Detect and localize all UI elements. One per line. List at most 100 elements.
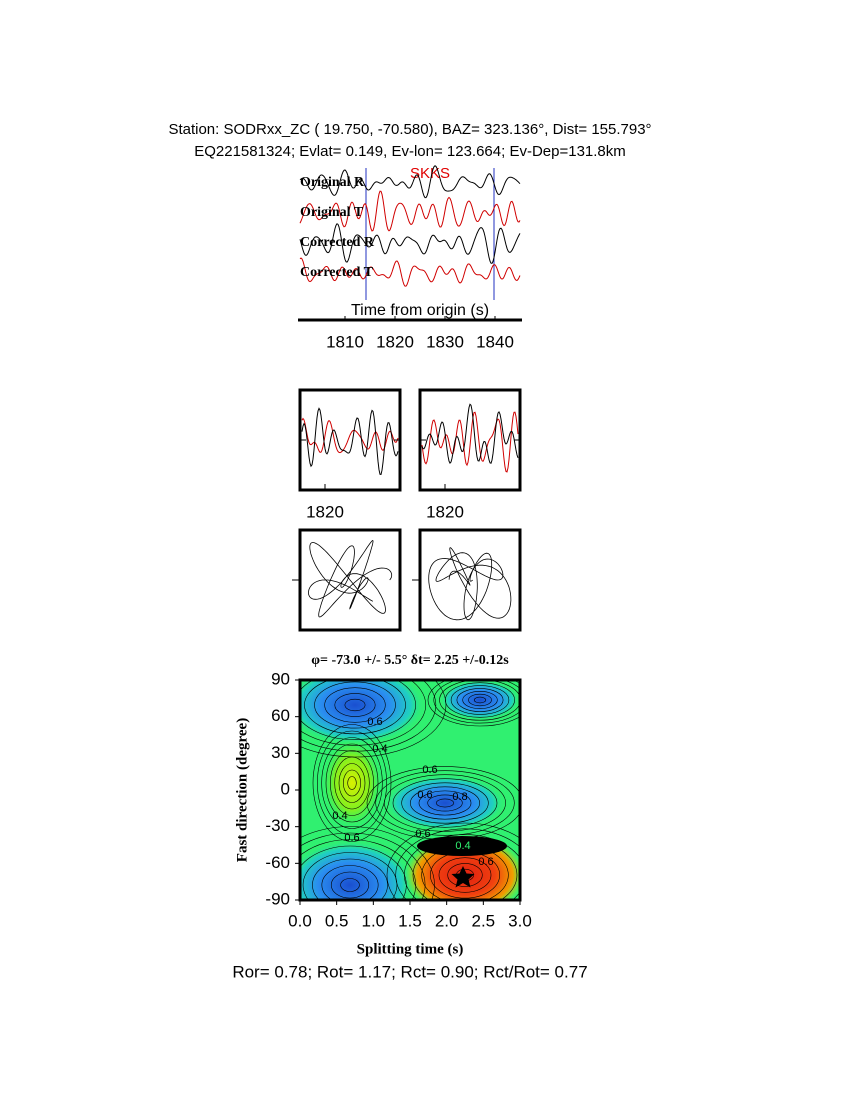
- contour: [473, 696, 487, 704]
- grid-title: φ= -73.0 +/- 5.5° δt= 2.25 +/-0.12s: [311, 653, 509, 668]
- x-tick-label: 1810: [326, 332, 364, 351]
- contour: [392, 778, 498, 828]
- x-tick-label: 1820: [426, 502, 464, 521]
- contour: [300, 845, 407, 900]
- contour: [334, 756, 370, 810]
- contour: [395, 828, 520, 900]
- waveform: [301, 417, 399, 454]
- contour: [344, 698, 366, 712]
- x-tick-label: 0.5: [325, 911, 349, 930]
- contour: [418, 790, 472, 816]
- contour: [317, 730, 387, 836]
- waveform: [301, 407, 399, 475]
- particle-motion: [308, 540, 393, 618]
- contour: [438, 857, 492, 893]
- y-axis-title: Fast direction (degree): [234, 718, 250, 862]
- contour: [325, 743, 379, 823]
- y-tick-label: -60: [265, 853, 290, 872]
- contour: [445, 682, 515, 718]
- x-tick-label: 1840: [476, 332, 514, 351]
- contour: [304, 680, 406, 735]
- x-tick-label: 1.0: [362, 911, 386, 930]
- contour: [312, 724, 392, 842]
- contour: [366, 766, 520, 840]
- contour-label: 0.4: [455, 840, 470, 852]
- trace-label: Original T: [300, 205, 364, 220]
- x-tick-label: 1830: [426, 332, 464, 351]
- contour: [340, 878, 360, 892]
- waveform: [299, 223, 521, 264]
- y-tick-label: 30: [271, 743, 290, 762]
- contour: [433, 680, 520, 724]
- contour: [347, 776, 357, 790]
- waveform: [421, 411, 519, 473]
- x-axis-title: Splitting time (s): [357, 941, 464, 957]
- contour: [430, 851, 500, 899]
- contour: [300, 832, 426, 900]
- contour: [300, 839, 417, 900]
- contour: [330, 750, 374, 816]
- x-tick-label: 1.5: [398, 911, 422, 930]
- contour: [436, 798, 454, 808]
- waveform: [299, 165, 521, 199]
- footer: Ror= 0.78; Rot= 1.17; Rct= 0.90; Rct/Rot…: [232, 962, 587, 981]
- contour: [343, 769, 361, 797]
- contour: [447, 863, 483, 887]
- x-tick-label: 0.0: [288, 911, 312, 930]
- contour: [324, 687, 386, 723]
- contour: [314, 681, 396, 729]
- contour: [386, 822, 520, 900]
- trace-label: Corrected T: [300, 265, 374, 280]
- contour-label: 0.4: [372, 743, 387, 755]
- y-tick-label: -90: [265, 889, 290, 908]
- contour-label: 0.6: [415, 828, 430, 840]
- y-tick-label: -30: [265, 816, 290, 835]
- contour: [412, 840, 518, 900]
- contour: [321, 737, 383, 829]
- contour: [302, 852, 398, 900]
- phase-label: SKKS: [410, 165, 450, 182]
- contour: [468, 693, 492, 707]
- misfit-map: [300, 680, 520, 900]
- contour-label: 0.4: [332, 810, 347, 822]
- contour: [300, 826, 435, 900]
- contour: [421, 845, 509, 900]
- x-tick-label: 2.0: [435, 911, 459, 930]
- contour-label: 0.6: [417, 789, 432, 801]
- x-tick-label: 3.0: [508, 911, 532, 930]
- trace-label: Original R: [300, 175, 365, 190]
- contour: [427, 680, 520, 727]
- x-axis-title: Time from origin (s): [351, 302, 489, 319]
- contour: [401, 782, 489, 824]
- contour: [300, 680, 427, 746]
- contour: [462, 691, 498, 709]
- x-tick-label: 1820: [306, 502, 344, 521]
- x-tick-label: 1820: [376, 332, 414, 351]
- particle-motion: [428, 547, 512, 621]
- contour: [300, 680, 447, 758]
- contour-label: 0.8: [452, 791, 467, 803]
- trace-label: Corrected R: [300, 235, 375, 250]
- contour: [439, 680, 520, 721]
- contour-label: 0.6: [478, 856, 493, 868]
- y-tick-label: 0: [281, 779, 290, 798]
- header-line: EQ221581324; Evlat= 0.149, Ev-lon= 123.6…: [194, 143, 626, 160]
- x-tick-label: 2.5: [472, 911, 496, 930]
- waveform: [299, 257, 521, 287]
- contour-label: 0.6: [367, 716, 382, 728]
- y-tick-label: 90: [271, 669, 290, 688]
- contour: [456, 688, 504, 712]
- contour: [338, 763, 366, 803]
- contour: [450, 685, 510, 715]
- best-fit-star: [451, 866, 475, 888]
- contour: [375, 770, 515, 836]
- contour-label: 0.6: [422, 764, 437, 776]
- contour: [312, 858, 388, 900]
- contour: [321, 865, 379, 900]
- contour: [427, 794, 463, 812]
- y-tick-label: 60: [271, 706, 290, 725]
- contour: [334, 693, 376, 717]
- waveform: [299, 190, 521, 232]
- waveform: [421, 403, 519, 464]
